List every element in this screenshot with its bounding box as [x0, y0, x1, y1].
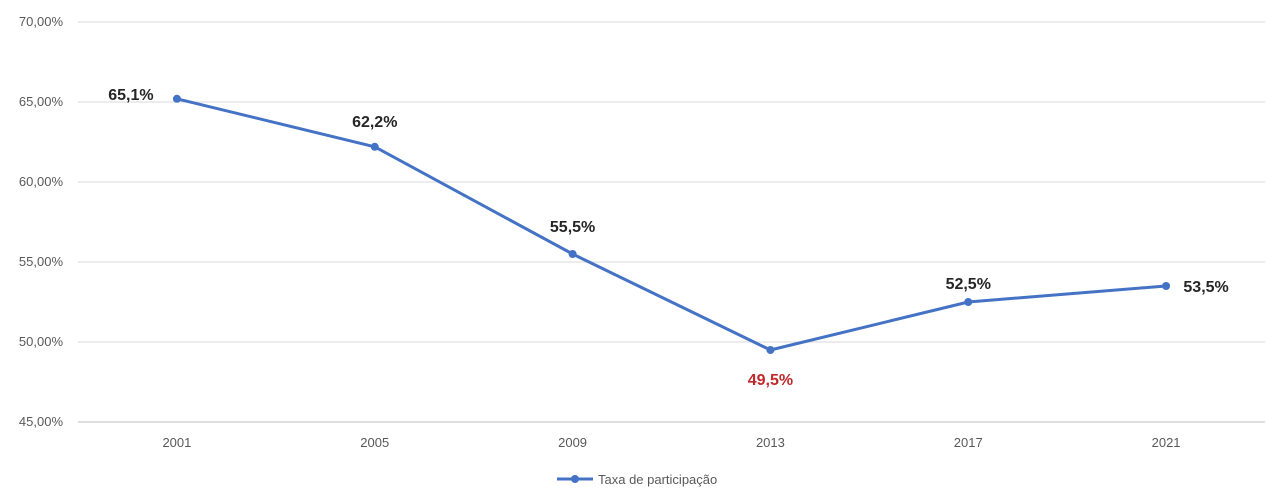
data-label: 49,5%	[748, 372, 793, 389]
y-tick-label: 65,00%	[19, 94, 64, 109]
y-tick-label: 45,00%	[19, 414, 64, 429]
y-tick-label: 55,00%	[19, 254, 64, 269]
data-point	[766, 346, 775, 354]
line-layer	[172, 94, 1171, 354]
y-tick-label: 50,00%	[19, 334, 64, 349]
data-label: 53,5%	[1183, 279, 1228, 296]
x-tick-label: 2017	[954, 435, 983, 450]
grid-layer	[78, 21, 1265, 423]
data-label-layer: 65,1% 62,2% 55,5% 49,5% 52,5% 53,5%	[108, 87, 1229, 389]
data-point	[964, 298, 973, 306]
x-tick-label: 2005	[360, 435, 389, 450]
legend: Taxa de participação	[557, 472, 717, 487]
data-label: 65,1%	[108, 87, 153, 104]
x-tick-label: 2001	[162, 435, 191, 450]
x-tick-label: 2013	[756, 435, 785, 450]
data-point	[1162, 282, 1171, 290]
x-tick-label: 2021	[1152, 435, 1181, 450]
data-point	[172, 94, 181, 103]
data-point	[568, 250, 577, 258]
axis-layer: 45,00% 50,00% 55,00% 60,00% 65,00% 70,00% 2001…	[19, 14, 1181, 450]
data-label: 62,2%	[352, 114, 397, 131]
data-point	[370, 142, 379, 151]
y-tick-label: 70,00%	[19, 14, 64, 29]
data-label: 52,5%	[946, 276, 991, 293]
y-tick-label: 60,00%	[19, 174, 64, 189]
series-line	[175, 97, 1168, 352]
legend-marker	[571, 475, 579, 483]
data-label: 55,5%	[550, 219, 595, 236]
legend-label: Taxa de participação	[598, 472, 717, 487]
x-tick-label: 2009	[558, 435, 587, 450]
